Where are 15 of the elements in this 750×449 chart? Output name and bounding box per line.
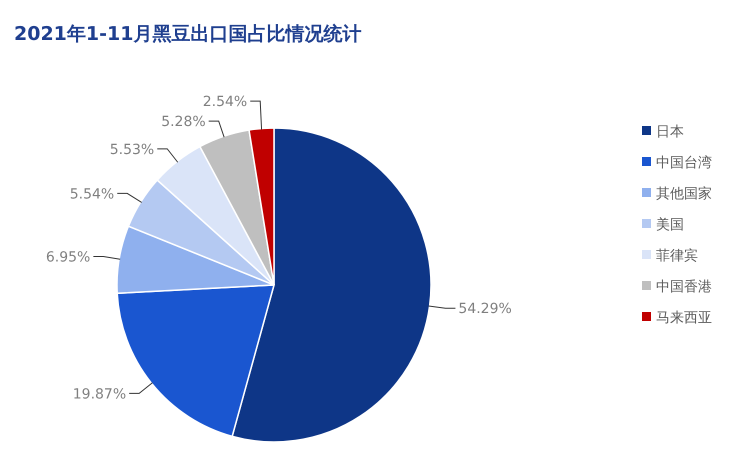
data-label: 19.87% <box>72 386 126 402</box>
data-label: 6.95% <box>46 249 90 266</box>
legend-label: 美国 <box>656 217 684 233</box>
data-label: 2.54% <box>202 94 248 110</box>
data-label: 5.53% <box>110 142 154 158</box>
data-label: 54.29% <box>458 301 512 318</box>
chart-title: 2021年1-11月黑豆出口国占比情况统计 <box>14 23 362 45</box>
data-label: 5.28% <box>161 114 206 130</box>
legend-label: 其他国家 <box>656 186 712 202</box>
legend-label: 日本 <box>656 124 684 140</box>
legend-label: 菲律宾 <box>656 248 698 264</box>
legend-label: 中国香港 <box>656 279 712 295</box>
data-label: 5.54% <box>70 186 114 202</box>
legend-label: 马来西亚 <box>656 310 712 326</box>
legend-label: 中国台湾 <box>656 155 712 171</box>
